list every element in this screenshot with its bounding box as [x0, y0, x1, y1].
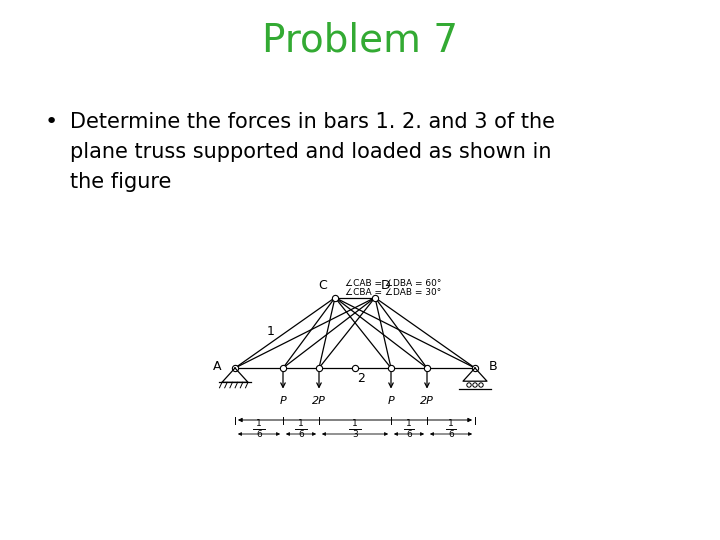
Text: 1: 1	[267, 326, 275, 339]
Text: 6: 6	[298, 430, 304, 439]
Text: plane truss supported and loaded as shown in: plane truss supported and loaded as show…	[70, 142, 552, 162]
Text: 2P: 2P	[312, 395, 326, 406]
Text: ∠CAB = ∠DBA = 60°: ∠CAB = ∠DBA = 60°	[345, 279, 441, 288]
Text: B: B	[489, 360, 498, 373]
Text: Determine the forces in bars 1. 2. and 3 of the: Determine the forces in bars 1. 2. and 3…	[70, 112, 555, 132]
Text: A: A	[212, 360, 221, 373]
Text: 1: 1	[352, 420, 358, 429]
Text: 2P: 2P	[420, 395, 434, 406]
Text: ∠CBA = ∠DAB = 30°: ∠CBA = ∠DAB = 30°	[345, 288, 441, 296]
Text: P: P	[279, 395, 287, 406]
Text: 1: 1	[256, 420, 262, 429]
Text: 1: 1	[406, 420, 412, 429]
Text: 6: 6	[256, 430, 262, 439]
Text: D: D	[381, 279, 391, 292]
Text: C: C	[318, 279, 327, 292]
Text: 6: 6	[448, 430, 454, 439]
Text: Problem 7: Problem 7	[262, 22, 458, 60]
Text: 6: 6	[406, 430, 412, 439]
Text: 1: 1	[448, 420, 454, 429]
Text: 2: 2	[357, 372, 365, 384]
Text: •: •	[45, 112, 58, 132]
Text: the figure: the figure	[70, 172, 171, 192]
Text: P: P	[387, 395, 395, 406]
Text: 3: 3	[352, 430, 358, 439]
Text: 1: 1	[298, 420, 304, 429]
